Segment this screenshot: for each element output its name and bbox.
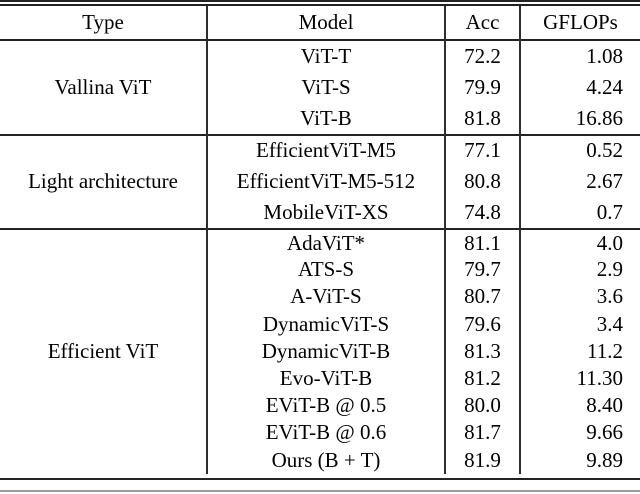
gflops-cell: 3.6 xyxy=(596,284,623,309)
gflops-cell: 16.86 xyxy=(575,105,623,130)
acc-cell: 74.8 xyxy=(445,197,521,229)
acc-cell: 81.1 xyxy=(445,227,521,257)
acc-cell: 81.2 xyxy=(445,364,521,393)
table-row: Vallina ViT ViT-T 72.2 1.08 xyxy=(0,39,640,135)
gflops-cell: 0.52 xyxy=(520,133,640,166)
model-group: Light architecture EfficientViT-M5 77.1 0.5… xyxy=(0,133,640,229)
table-row: EViT-B @ 0.5 80.0 8.40 xyxy=(0,392,640,420)
type-cell: Efficient ViT xyxy=(0,228,208,474)
model-cell: EViT-B @ 0.5 xyxy=(207,392,446,420)
model-cell: EfficientViT-M5 xyxy=(207,133,446,166)
table-row: EViT-B @ 0.6 81.7 9.66 xyxy=(0,419,640,447)
model-cell: ATS-S xyxy=(207,256,446,284)
model-cell: AdaViT* xyxy=(207,227,446,257)
gflops-cell: 8.40 xyxy=(586,393,623,418)
table-row: A-ViT-S 80.7 3.6 xyxy=(0,283,640,311)
type-cell: Light architecture xyxy=(0,133,208,229)
model-group: Vallina ViT ViT-T 72.2 1.08 ViT-S 79.9 4.24 ViT… xyxy=(0,39,640,135)
model-cell: EfficientViT-M5-512 xyxy=(207,166,446,198)
table-row: DynamicViT-S 79.6 3.4 xyxy=(0,310,640,338)
model-cell: ViT-B xyxy=(207,103,446,135)
table-row: ViT-B 81.8 16.86 xyxy=(0,103,640,135)
table-row: Efficient ViT AdaViT* 81.1 4.0 xyxy=(0,227,640,474)
model-cell: DynamicViT-S xyxy=(207,310,446,338)
acc-cell: 80.7 xyxy=(445,283,521,311)
model-cell: MobileViT-XS xyxy=(207,197,446,229)
table-row: ATS-S 79.7 2.9 xyxy=(0,256,640,284)
gflops-cell: 9.66 xyxy=(586,420,623,445)
acc-cell: 81.7 xyxy=(445,419,521,447)
gflops-cell: 3.4 xyxy=(596,311,623,336)
model-cell: ViT-S xyxy=(207,71,446,103)
header-row: Type Model Acc GFLOPs xyxy=(0,6,640,40)
gflops-cell: 4.0 xyxy=(520,227,640,257)
acc-cell: 77.1 xyxy=(445,133,521,166)
col-header-gflops: GFLOPs xyxy=(543,10,618,34)
acc-cell: 80.0 xyxy=(445,392,521,420)
table-row: EfficientViT-M5-512 80.8 2.67 xyxy=(0,166,640,198)
table-header: Type Model Acc GFLOPs xyxy=(0,6,640,40)
gflops-cell: 9.89 xyxy=(586,447,623,472)
gflops-cell: 11.2 xyxy=(587,338,623,363)
gflops-cell: 11.30 xyxy=(576,366,623,391)
model-cell: Ours (B + T) xyxy=(207,446,446,474)
top-rule-outer xyxy=(0,0,640,2)
col-header-acc: Acc xyxy=(445,6,521,40)
model-cell: EViT-B @ 0.6 xyxy=(207,419,446,447)
table-row: Ours (B + T) 81.9 9.89 xyxy=(0,446,640,474)
acc-cell: 72.2 xyxy=(445,39,521,72)
bottom-rule xyxy=(0,478,640,480)
table-row: Light architecture EfficientViT-M5 77.1 0.5… xyxy=(0,133,640,229)
gflops-cell: 0.7 xyxy=(596,200,623,225)
table-row: MobileViT-XS 74.8 0.7 xyxy=(0,197,640,229)
acc-cell: 81.8 xyxy=(445,103,521,135)
acc-cell: 80.8 xyxy=(445,166,521,198)
results-table: Type Model Acc GFLOPs Vallina ViT ViT-T 72… xyxy=(0,6,640,474)
bottom-edge-rule xyxy=(0,490,640,492)
acc-cell: 81.3 xyxy=(445,337,521,365)
gflops-cell: 2.9 xyxy=(596,257,623,282)
type-cell: Vallina ViT xyxy=(0,39,208,135)
col-header-model: Model xyxy=(207,6,446,40)
top-rule-inner xyxy=(0,4,640,6)
gflops-cell: 1.08 xyxy=(520,39,640,72)
table-row: ViT-S 79.9 4.24 xyxy=(0,71,640,103)
model-cell: DynamicViT-B xyxy=(207,337,446,365)
model-cell: Evo-ViT-B xyxy=(207,364,446,393)
col-header-type: Type xyxy=(0,6,208,40)
model-cell: A-ViT-S xyxy=(207,283,446,311)
acc-cell: 79.7 xyxy=(445,256,521,284)
acc-cell: 81.9 xyxy=(445,446,521,474)
acc-cell: 79.9 xyxy=(445,71,521,103)
model-group: Efficient ViT AdaViT* 81.1 4.0 ATS-S 79.7 2.9 A… xyxy=(0,227,640,474)
table-row: DynamicViT-B 81.3 11.2 xyxy=(0,337,640,365)
acc-cell: 79.6 xyxy=(445,310,521,338)
table-row: Evo-ViT-B 81.2 11.30 xyxy=(0,364,640,393)
gflops-cell: 2.67 xyxy=(586,169,623,194)
model-cell: ViT-T xyxy=(207,39,446,72)
gflops-cell: 4.24 xyxy=(586,74,623,99)
